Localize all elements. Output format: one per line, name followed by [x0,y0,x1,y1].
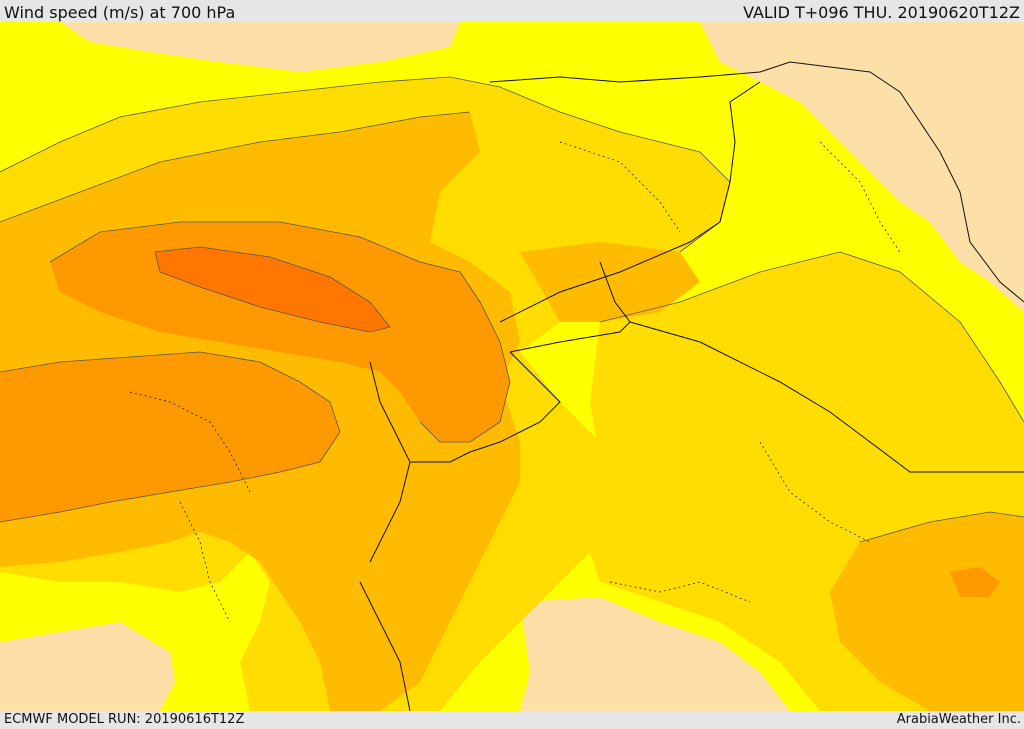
contour-line [0,111,471,223]
contour-line [49,221,511,443]
contour-line [599,251,1024,423]
border-line [509,261,631,353]
jet-core [155,247,390,332]
border-line [629,321,1024,473]
contour-line [0,351,341,523]
admin-line [759,441,871,543]
border-line [410,351,561,463]
admin-boundaries [129,141,901,623]
credit-label: ArabiaWeather Inc. [896,712,1021,727]
high-wind-patch-west [30,422,140,447]
title-bar: Wind speed (m/s) at 700 hPa VALID T+096 … [0,0,1024,22]
admin-line [179,501,231,623]
calm-region-south-west [0,622,175,711]
map-canvas [0,22,1024,711]
contour-line [0,76,731,253]
border-line [489,61,1024,303]
valid-time-label: VALID T+096 THU. 20190620T12Z [743,3,1020,22]
model-run-label: ECMWF MODEL RUN: 20190616T12Z [4,712,245,727]
high-wind-egypt [0,352,340,522]
calm-region-north-east [700,22,1024,312]
calm-region-south [520,597,790,711]
high-wind-patch-libya [10,452,60,507]
admin-line [609,581,751,603]
contour-line [154,246,391,333]
country-borders [359,61,1024,711]
medium-region-south-east [830,512,1024,711]
admin-line [129,391,251,493]
border-line [369,361,411,563]
border-line [499,81,761,323]
wind-speed-map [0,22,1024,711]
medium-region-syria [520,242,700,322]
high-wind-patch-south-east [950,567,1000,597]
border-line [359,581,411,711]
calm-region-north [60,22,460,72]
map-title: Wind speed (m/s) at 700 hPa [4,3,236,22]
footer-bar: ECMWF MODEL RUN: 20190616T12Z ArabiaWeat… [0,711,1024,729]
contour-line [859,511,1024,543]
speed-contours [0,76,1024,543]
admin-line [559,141,681,233]
high-wind-band [50,222,510,442]
